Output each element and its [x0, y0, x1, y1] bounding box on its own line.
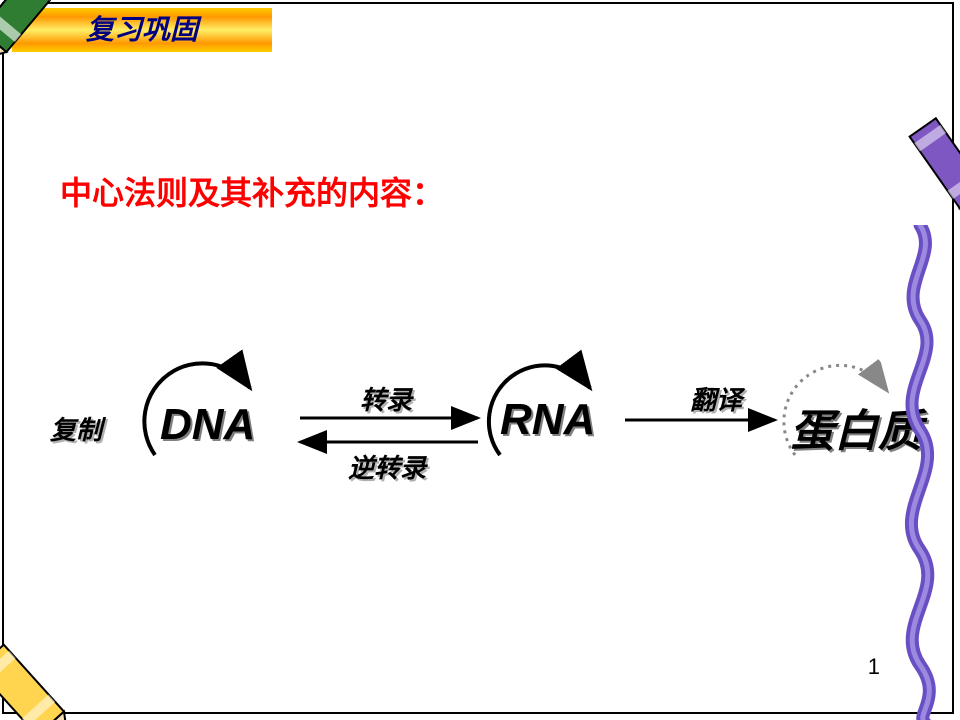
- crayon-top-right: [906, 105, 960, 245]
- dna-node: DNA: [160, 400, 255, 450]
- label-reverse: 逆转录: [348, 448, 426, 485]
- slide-heading: 中心法则及其补充的内容：: [60, 168, 444, 214]
- label-replication: 复制: [50, 410, 102, 447]
- crayon-bottom-left: [0, 625, 102, 720]
- crayon-top-left: [0, 0, 70, 85]
- page-number-text: 1: [868, 654, 880, 679]
- banner-text: 复习巩固: [86, 14, 198, 45]
- reverse-text: 逆转录: [348, 453, 426, 483]
- slide-border: [2, 2, 954, 714]
- heading-text: 中心法则及其补充的内容：: [60, 175, 444, 211]
- rna-label: RNA: [500, 395, 595, 444]
- replication-text: 复制: [50, 415, 102, 445]
- label-transcription: 转录: [360, 380, 412, 417]
- squiggle-right: [885, 225, 960, 720]
- translation-text: 翻译: [690, 385, 742, 415]
- transcription-text: 转录: [360, 385, 412, 415]
- label-translation: 翻译: [690, 380, 742, 417]
- page-number: 1: [868, 654, 880, 680]
- rna-node: RNA: [500, 395, 595, 445]
- dna-label: DNA: [160, 400, 255, 449]
